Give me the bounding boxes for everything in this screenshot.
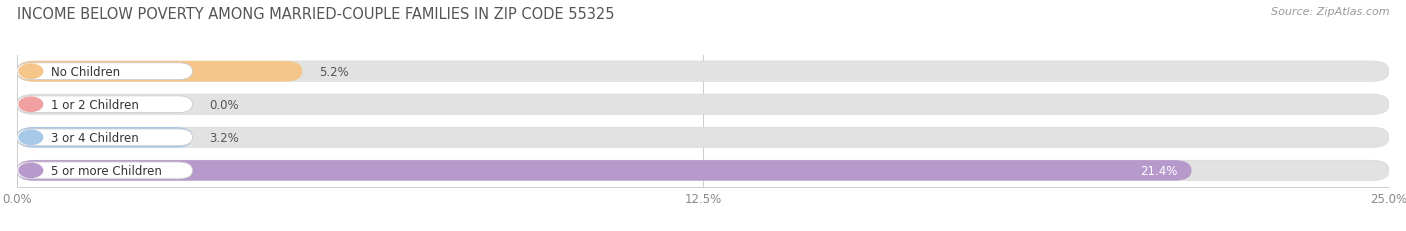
FancyBboxPatch shape: [17, 129, 193, 146]
Circle shape: [18, 164, 42, 178]
Text: 21.4%: 21.4%: [1140, 164, 1178, 177]
FancyBboxPatch shape: [17, 62, 1389, 82]
FancyBboxPatch shape: [17, 128, 193, 148]
Text: 5.2%: 5.2%: [319, 65, 349, 78]
FancyBboxPatch shape: [17, 62, 302, 82]
FancyBboxPatch shape: [17, 162, 193, 179]
Circle shape: [18, 98, 42, 112]
Text: No Children: No Children: [52, 65, 121, 78]
FancyBboxPatch shape: [17, 128, 1389, 148]
FancyBboxPatch shape: [17, 64, 193, 80]
FancyBboxPatch shape: [17, 95, 1389, 115]
Text: Source: ZipAtlas.com: Source: ZipAtlas.com: [1271, 7, 1389, 17]
Circle shape: [18, 65, 42, 79]
Text: 1 or 2 Children: 1 or 2 Children: [52, 98, 139, 111]
FancyBboxPatch shape: [17, 161, 1191, 181]
Text: 0.0%: 0.0%: [209, 98, 239, 111]
FancyBboxPatch shape: [17, 161, 1389, 181]
Text: INCOME BELOW POVERTY AMONG MARRIED-COUPLE FAMILIES IN ZIP CODE 55325: INCOME BELOW POVERTY AMONG MARRIED-COUPL…: [17, 7, 614, 22]
Circle shape: [18, 131, 42, 145]
Text: 5 or more Children: 5 or more Children: [52, 164, 162, 177]
FancyBboxPatch shape: [17, 97, 193, 113]
Text: 3.2%: 3.2%: [209, 131, 239, 144]
Text: 3 or 4 Children: 3 or 4 Children: [52, 131, 139, 144]
